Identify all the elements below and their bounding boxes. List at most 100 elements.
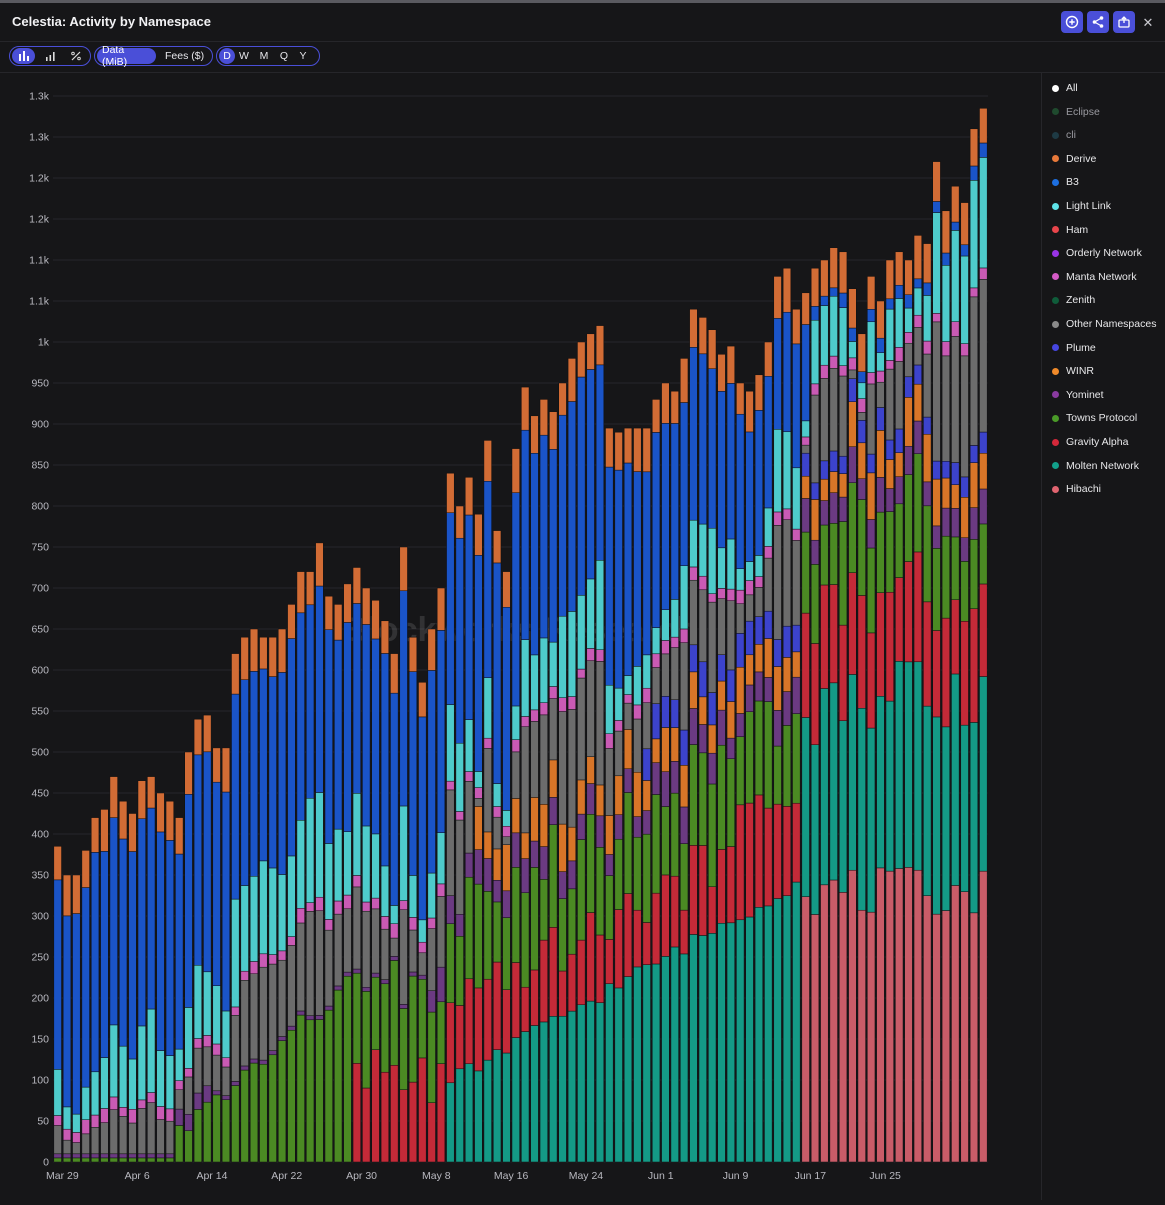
bar-segment-manta-network <box>904 332 913 344</box>
bar-segment-b3 <box>165 840 174 1056</box>
bar-segment-towns-protocol <box>362 991 371 1089</box>
metric-data-button[interactable]: Data (MiB) <box>97 44 157 68</box>
bar-segment-plume <box>689 644 698 673</box>
legend-item-cli[interactable]: cli <box>1052 127 1076 143</box>
legend-item-hibachi[interactable]: Hibachi <box>1052 481 1101 497</box>
close-button[interactable]: ✕ <box>1138 13 1158 33</box>
line-bars-button[interactable] <box>39 48 62 64</box>
bar-segment-light-link <box>633 666 642 706</box>
bar-segment-b3 <box>904 294 913 309</box>
interval-week-button[interactable]: W <box>239 50 249 62</box>
bar-segment-derive <box>109 776 118 818</box>
bar-segment-other-namespaces <box>371 908 380 974</box>
bar-segment-other-namespaces <box>128 1122 137 1155</box>
legend-item-all[interactable]: All <box>1052 80 1078 96</box>
bar-segment-plume <box>745 620 754 656</box>
bar-segment-towns-protocol <box>642 833 651 923</box>
legend-item-orderly-network[interactable]: Orderly Network <box>1052 245 1142 261</box>
bar-segment-b3 <box>399 590 408 807</box>
bar-segment-winr <box>577 779 586 815</box>
legend-item-winr[interactable]: WINR <box>1052 363 1094 379</box>
bar-segment-b3 <box>567 401 577 612</box>
bar-segment-manta-network <box>90 1114 100 1128</box>
bar-segment-light-link <box>446 704 455 782</box>
bar-segment-manta-network <box>951 321 960 337</box>
legend-item-yominet[interactable]: Yominet <box>1052 387 1104 403</box>
bar-segment-other-namespaces <box>549 698 558 761</box>
bar-segment-hibachi <box>895 868 904 1163</box>
legend-item-zenith[interactable]: Zenith <box>1052 292 1095 308</box>
bar-segment-derive <box>455 505 464 539</box>
bar-segment-molten-network <box>521 1031 530 1163</box>
bar-segment-winr <box>521 832 530 859</box>
bar-segment-winr <box>530 797 539 842</box>
legend-item-light-link[interactable]: Light Link <box>1052 198 1111 214</box>
bar-segment-towns-protocol <box>184 1130 193 1163</box>
bar-segment-derive <box>53 846 62 881</box>
bar-segment-gravity-alpha <box>689 845 698 935</box>
bar-segment-manta-network <box>203 1035 212 1048</box>
share-button[interactable] <box>1087 11 1109 33</box>
bar-segment-towns-protocol <box>343 975 352 1163</box>
bar-segment-winr <box>923 434 932 483</box>
bar-segment-gravity-alpha <box>493 961 502 1050</box>
bar-segment-derive <box>436 587 446 631</box>
bar-segment-other-namespaces <box>614 730 623 777</box>
bar-segment-yominet <box>390 956 399 961</box>
legend-item-b3[interactable]: B3 <box>1052 174 1079 190</box>
add-button[interactable] <box>1061 11 1083 33</box>
legend-item-derive[interactable]: Derive <box>1052 151 1096 167</box>
bar-segment-light-link <box>820 305 829 366</box>
bar-segment-light-link <box>623 675 633 695</box>
legend-item-towns-protocol[interactable]: Towns Protocol <box>1052 410 1137 426</box>
bar-segment-yominet <box>689 708 698 745</box>
interval-group: D W M Q Y <box>216 46 320 66</box>
bar-segment-winr <box>539 804 548 847</box>
interval-month-button[interactable]: M <box>259 50 269 62</box>
bar-segment-towns-protocol <box>923 505 932 603</box>
bar-segment-b3 <box>408 671 418 876</box>
bar-segment-b3 <box>193 754 203 966</box>
bar-segment-light-link <box>698 523 707 577</box>
legend-item-molten-network[interactable]: Molten Network <box>1052 458 1139 474</box>
bar-segment-other-namespaces <box>53 1125 62 1155</box>
interval-quarter-button[interactable]: Q <box>279 50 289 62</box>
bar-segment-hibachi <box>913 869 922 1163</box>
bar-segment-light-link <box>352 793 361 876</box>
bar-segment-gravity-alpha <box>745 802 754 918</box>
bar-segment-towns-protocol <box>848 482 857 573</box>
bar-chart-button[interactable] <box>12 48 36 64</box>
metric-fees-button[interactable]: Fees ($) <box>165 50 205 62</box>
legend-item-ham[interactable]: Ham <box>1052 222 1088 238</box>
bar-segment-b3 <box>539 434 548 639</box>
legend-item-plume[interactable]: Plume <box>1052 340 1096 356</box>
bar-segment-yominet <box>876 477 885 513</box>
bar-segment-other-namespaces <box>511 751 520 799</box>
bar-segment-light-link <box>530 654 539 711</box>
interval-day-button[interactable]: D <box>219 48 235 64</box>
bar-segment-towns-protocol <box>483 891 492 980</box>
bar-segment-molten-network <box>446 1082 455 1163</box>
bar-segment-b3 <box>680 402 689 566</box>
bar-segment-light-link <box>932 212 941 314</box>
bar-segment-towns-protocol <box>446 923 455 1003</box>
bar-segment-b3 <box>53 879 62 1070</box>
legend-item-manta-network[interactable]: Manta Network <box>1052 269 1137 285</box>
legend-item-other-namespaces[interactable]: Other Namespaces <box>1052 316 1156 332</box>
bar-segment-winr <box>941 477 951 509</box>
legend-item-eclipse[interactable]: Eclipse <box>1052 104 1100 120</box>
bar-segment-light-link <box>969 180 979 289</box>
page-title: Celestia: Activity by Namespace <box>12 14 211 29</box>
bar-segment-derive <box>399 546 408 592</box>
bar-segment-other-namespaces <box>698 589 707 663</box>
percent-button[interactable] <box>65 48 88 64</box>
bar-segment-manta-network <box>100 1108 109 1123</box>
bar-segment-derive <box>147 776 156 809</box>
export-button[interactable] <box>1113 11 1135 33</box>
interval-year-button[interactable]: Y <box>299 50 307 62</box>
x-tick-label: Apr 30 <box>346 1170 377 1182</box>
legend-item-gravity-alpha[interactable]: Gravity Alpha <box>1052 434 1128 450</box>
bar-segment-towns-protocol <box>109 1157 118 1163</box>
bar-segment-light-link <box>221 1010 231 1058</box>
bar-segment-gravity-alpha <box>380 1071 390 1163</box>
